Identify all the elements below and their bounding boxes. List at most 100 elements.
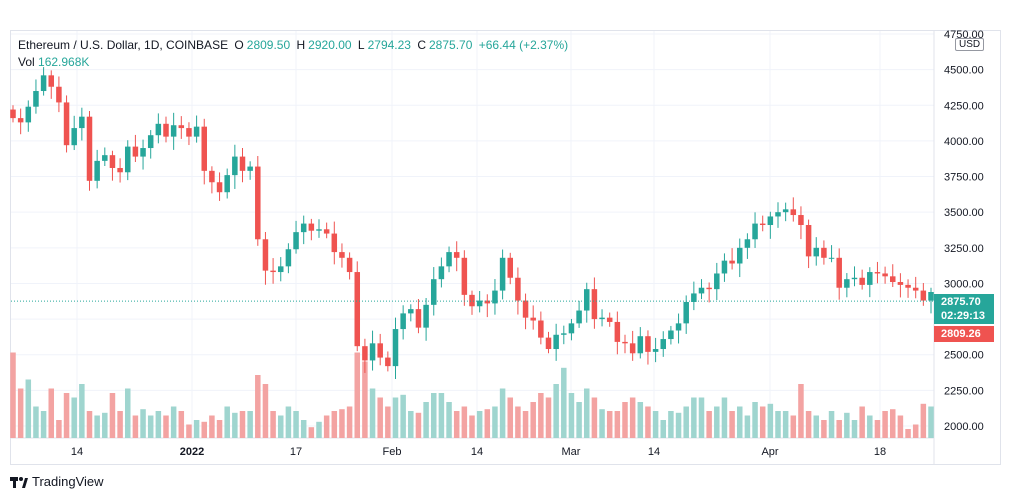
candle-body — [561, 333, 567, 335]
volume-bar — [369, 388, 376, 438]
volume-bar — [683, 406, 689, 438]
volume-bar — [576, 402, 582, 438]
volume-bar — [522, 411, 529, 438]
last-price-value: 2875.70 — [941, 296, 981, 308]
volume-bar — [606, 411, 613, 438]
candle-body — [10, 109, 16, 119]
volume-bar — [859, 406, 865, 438]
volume-bar — [515, 406, 521, 438]
volume-bar — [415, 412, 422, 438]
volume-bar — [568, 393, 575, 438]
candle-body — [568, 323, 575, 334]
candle-body — [86, 116, 93, 181]
volume-bar — [691, 397, 697, 438]
volume-bar — [561, 367, 567, 438]
volume-bar — [798, 384, 804, 438]
candle-body — [889, 276, 896, 283]
candle-body — [453, 252, 460, 258]
low-label: L — [357, 38, 365, 52]
volume-bar — [476, 411, 483, 438]
volume-bar — [270, 411, 276, 438]
volume-bar — [775, 411, 781, 438]
candle-body — [354, 272, 361, 347]
candle-body — [277, 266, 284, 273]
footer[interactable]: TradingView — [10, 474, 104, 489]
volume-bar — [782, 411, 789, 438]
candle-body — [109, 155, 116, 168]
candle-body — [545, 337, 552, 350]
volume-bar — [209, 415, 215, 438]
volume-bar — [331, 411, 338, 438]
volume-bar — [836, 420, 842, 438]
volume-bar — [178, 411, 185, 438]
candle-body — [392, 329, 399, 367]
volume-bar — [25, 379, 32, 438]
volume-bar — [308, 427, 315, 438]
candle-body — [553, 334, 559, 350]
volume-bar — [553, 384, 559, 438]
symbol-legend: Ethereum / U.S. Dollar, 1D, COINBASE O 28… — [18, 38, 571, 52]
candle-body — [461, 257, 468, 295]
volume-bar — [499, 388, 506, 438]
volume-bar — [583, 388, 590, 438]
currency-badge[interactable]: USD — [955, 38, 985, 51]
last-price-tag: 2875.70 02:29:13 — [934, 294, 994, 324]
volume-bar — [744, 415, 751, 438]
candle-body — [775, 212, 781, 217]
candle-body — [400, 313, 406, 330]
volume-bar — [147, 415, 154, 438]
volume-bar — [56, 420, 62, 438]
x-tick-label: Mar — [562, 446, 581, 458]
candle-body — [201, 126, 208, 171]
low-value: 2794.23 — [367, 38, 411, 52]
vol-value: 162.968K — [38, 55, 90, 69]
candle-body — [239, 156, 246, 171]
volume-bar — [63, 393, 70, 438]
volume-bar — [469, 415, 475, 438]
candle-body — [522, 300, 529, 318]
candle-body — [798, 215, 804, 226]
volume-bar — [660, 420, 667, 438]
volume-bar — [928, 406, 934, 438]
volume-bar — [675, 412, 682, 438]
candle-body — [606, 317, 613, 322]
candle-body — [912, 287, 919, 291]
x-tick-label: 14 — [71, 446, 83, 458]
candle-body — [645, 336, 651, 352]
candle-body — [71, 128, 77, 146]
candle-body — [859, 277, 865, 285]
x-tick-label: 17 — [290, 446, 302, 458]
volume-bar — [920, 403, 927, 438]
candle-body — [331, 233, 338, 253]
open-price-tag: 2809.26 — [934, 326, 994, 342]
volume-bar — [155, 411, 162, 438]
candle-body — [706, 287, 712, 290]
candle-body — [844, 279, 850, 288]
volume-bar — [637, 402, 644, 438]
volume-bar — [262, 384, 269, 438]
high-label: H — [296, 38, 306, 52]
volume-bar — [408, 411, 414, 438]
candle-body — [530, 317, 536, 321]
volume-bar — [867, 415, 873, 438]
y-tick-label: 4000.00 — [944, 136, 984, 148]
candle-body — [851, 277, 858, 280]
candle-body — [423, 304, 429, 328]
candle-body — [507, 257, 514, 278]
volume-bar — [652, 411, 659, 438]
candle-body — [583, 289, 590, 311]
candle-body — [147, 135, 154, 149]
close-value: 2875.70 — [429, 38, 473, 52]
volume-bar — [461, 406, 468, 438]
volume-bar — [392, 397, 399, 438]
candle-body — [346, 257, 353, 273]
x-tick-label: Apr — [761, 446, 778, 458]
x-tick-label: 18 — [874, 446, 886, 458]
volume-bar — [10, 352, 16, 438]
countdown-value: 02:29:13 — [941, 310, 986, 322]
y-tick-label: 3250.00 — [944, 243, 984, 255]
volume-bar — [614, 411, 621, 438]
candle-body — [293, 232, 299, 250]
candle-body — [377, 343, 383, 358]
